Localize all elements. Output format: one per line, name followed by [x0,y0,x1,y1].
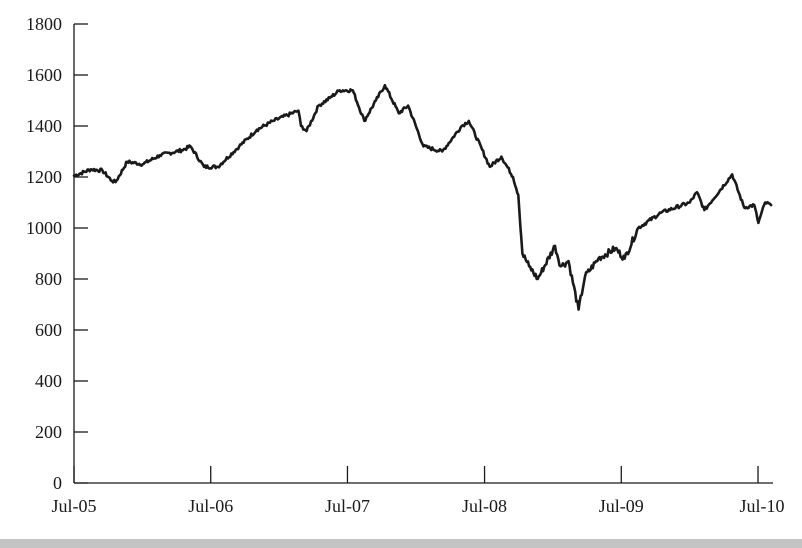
x-tick-label: Jul-08 [462,496,507,516]
y-axis: 0 200 400 600 800 1000 1200 1400 1600 1800 [26,14,88,493]
x-tick-label: Jul-10 [740,496,785,516]
x-tick-label: Jul-06 [188,496,233,516]
y-tick-label: 800 [35,269,62,289]
series-group [72,83,773,311]
y-tick-label: 600 [35,320,62,340]
y-tick-label: 1800 [26,14,62,34]
y-tick-label: 1400 [26,116,62,136]
y-tick-label: 0 [53,473,62,493]
bottom-divider-bar [0,539,802,548]
y-tick-label: 1000 [26,218,62,238]
series-line-0 [72,83,773,311]
x-tick-label: Jul-05 [52,496,97,516]
x-axis: Jul-05 Jul-06 Jul-07 Jul-08 Jul-09 Jul-10 [52,466,785,516]
x-tick-label: Jul-09 [599,496,644,516]
y-tick-label: 400 [35,371,62,391]
y-tick-label: 200 [35,422,62,442]
y-tick-label: 1200 [26,167,62,187]
y-tick-label: 1600 [26,65,62,85]
x-tick-label: Jul-07 [325,496,370,516]
